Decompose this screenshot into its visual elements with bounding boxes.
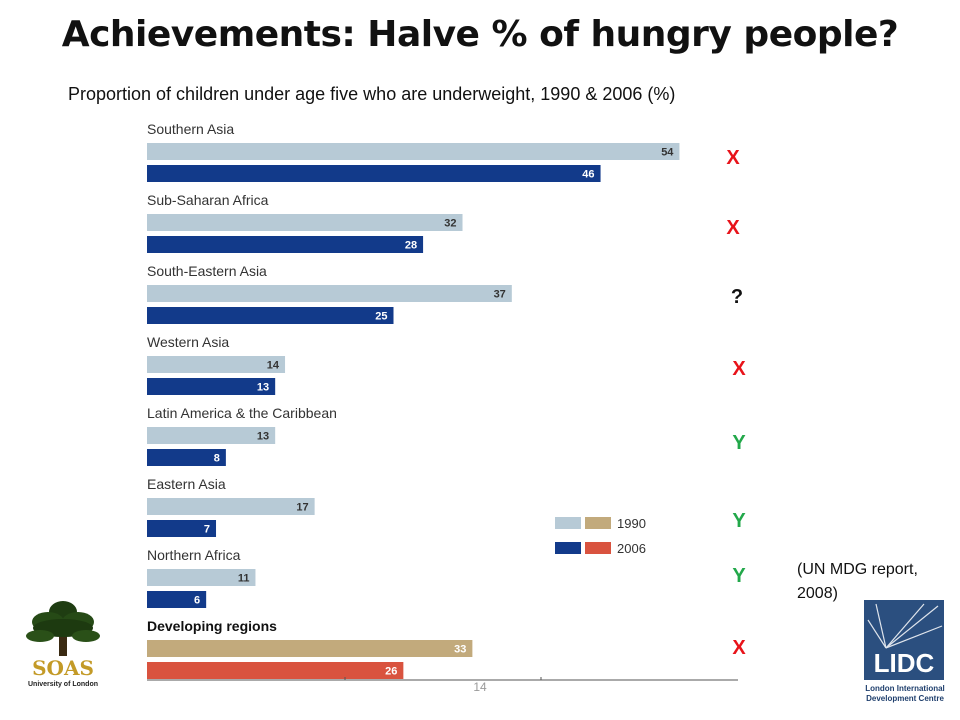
- soas-subtitle: University of London: [28, 681, 98, 688]
- legend-swatch: [585, 517, 611, 529]
- bar-2006: [147, 662, 404, 679]
- bar-2006: [147, 520, 217, 537]
- category-label: Developing regions: [147, 618, 277, 634]
- data-label: 33: [454, 644, 466, 656]
- legend-swatch: [555, 517, 581, 529]
- target-mark: X: [732, 637, 746, 659]
- bar-1990: [147, 427, 276, 444]
- category-label: South-Eastern Asia: [147, 263, 267, 279]
- target-mark: Y: [732, 510, 746, 532]
- bar-1990: [147, 569, 256, 586]
- source-note: (UN MDG report, 2008): [797, 561, 918, 602]
- bar-1990: [147, 214, 463, 231]
- legend-label: 1990: [617, 516, 646, 531]
- category-label: Sub-Saharan Africa: [147, 192, 269, 208]
- lidc-subtitle: London International Development Centre: [865, 684, 945, 703]
- bar-2006: [147, 591, 207, 608]
- target-mark: X: [732, 358, 746, 380]
- data-label: 6: [194, 595, 200, 607]
- data-label: 11: [238, 573, 250, 585]
- data-label: 46: [582, 169, 594, 181]
- data-label: 14: [267, 360, 280, 372]
- target-mark: X: [726, 147, 740, 169]
- data-label: 26: [385, 666, 397, 678]
- data-label: 32: [444, 218, 456, 230]
- category-label: Southern Asia: [147, 121, 234, 137]
- legend-swatch: [585, 542, 611, 554]
- bar-1990: [147, 285, 512, 302]
- lidc-logo: LIDC London International Development Ce…: [860, 598, 950, 710]
- target-mark: Y: [732, 565, 746, 587]
- bar-2006: [147, 307, 394, 324]
- category-label: Eastern Asia: [147, 476, 226, 492]
- lidc-emblem: LIDC: [864, 600, 944, 680]
- data-label: 7: [204, 524, 210, 536]
- lidc-rays-icon: LIDC: [867, 603, 943, 678]
- bar-2006: [147, 449, 226, 466]
- target-mark: X: [726, 217, 740, 239]
- bar-2006: [147, 236, 424, 253]
- soas-wordmark: SOAS: [32, 656, 94, 680]
- data-label: 13: [257, 431, 269, 443]
- data-label: 54: [661, 147, 674, 159]
- soas-logo: SOAS University of London: [20, 598, 106, 708]
- data-label: 25: [375, 311, 387, 323]
- bar-2006: [147, 165, 601, 182]
- bar-1990: [147, 143, 680, 160]
- bar-1990: [147, 356, 286, 373]
- legend-label: 2006: [617, 541, 646, 556]
- data-label: 17: [296, 502, 308, 514]
- category-label: Latin America & the Caribbean: [147, 405, 337, 421]
- bar-2006: [147, 378, 276, 395]
- page-number: 14: [473, 680, 487, 694]
- oak-tree-icon: [26, 601, 100, 656]
- data-label: 28: [405, 240, 417, 252]
- data-label: 37: [494, 289, 506, 301]
- legend-swatch: [555, 542, 581, 554]
- target-mark: ?: [730, 286, 744, 308]
- data-label: 13: [257, 382, 269, 394]
- category-label: Western Asia: [147, 334, 229, 350]
- chart-subtitle: Proportion of children under age five wh…: [68, 84, 676, 104]
- category-label: Northern Africa: [147, 547, 241, 563]
- bar-1990: [147, 498, 315, 515]
- target-mark: Y: [732, 432, 746, 454]
- bar-1990: [147, 640, 473, 657]
- slide-title: Achievements: Halve % of hungry people?: [61, 14, 899, 55]
- lidc-wordmark: LIDC: [874, 648, 935, 678]
- data-label: 8: [214, 453, 220, 465]
